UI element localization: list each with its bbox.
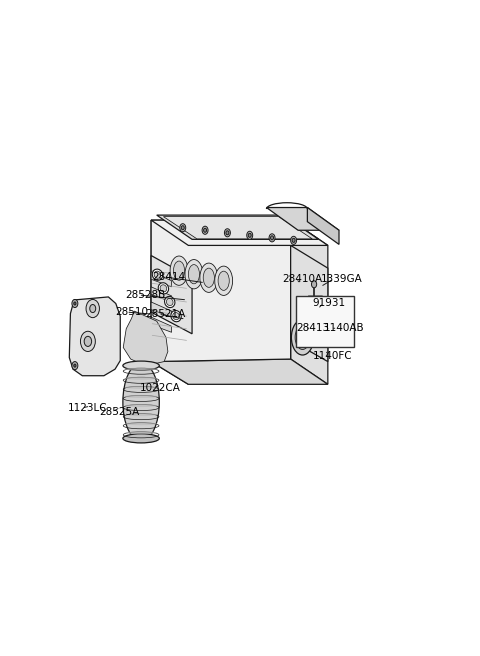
Polygon shape — [151, 272, 172, 287]
Ellipse shape — [125, 404, 157, 407]
Circle shape — [72, 361, 78, 370]
Text: 1022CA: 1022CA — [140, 383, 181, 393]
Text: 28510: 28510 — [115, 307, 148, 317]
Circle shape — [74, 302, 76, 305]
Ellipse shape — [188, 264, 200, 284]
Text: 1140FC: 1140FC — [313, 350, 353, 361]
Ellipse shape — [125, 422, 157, 425]
Ellipse shape — [158, 283, 168, 294]
Circle shape — [225, 229, 230, 237]
Polygon shape — [151, 220, 328, 245]
Ellipse shape — [125, 431, 157, 434]
Text: 28413: 28413 — [297, 323, 330, 333]
Polygon shape — [123, 311, 168, 365]
Ellipse shape — [160, 285, 167, 292]
Polygon shape — [307, 207, 339, 245]
Ellipse shape — [125, 367, 157, 371]
Circle shape — [84, 337, 92, 346]
Circle shape — [271, 236, 274, 240]
Polygon shape — [69, 297, 120, 376]
Polygon shape — [290, 245, 328, 361]
Polygon shape — [328, 300, 344, 319]
Bar — [296, 296, 354, 348]
Ellipse shape — [171, 310, 181, 321]
Circle shape — [72, 299, 78, 308]
Text: 28521A: 28521A — [145, 309, 185, 319]
Polygon shape — [151, 255, 192, 334]
Circle shape — [81, 331, 96, 352]
Ellipse shape — [154, 271, 161, 278]
Ellipse shape — [173, 312, 180, 319]
Polygon shape — [151, 317, 172, 333]
Circle shape — [269, 234, 275, 242]
Ellipse shape — [125, 413, 157, 416]
Polygon shape — [156, 215, 319, 239]
Polygon shape — [151, 287, 172, 302]
Circle shape — [335, 305, 341, 313]
Ellipse shape — [125, 395, 157, 398]
Circle shape — [226, 231, 229, 235]
Polygon shape — [151, 220, 188, 384]
Circle shape — [181, 226, 184, 230]
Circle shape — [180, 224, 186, 232]
Circle shape — [74, 364, 76, 367]
Circle shape — [86, 299, 99, 318]
Ellipse shape — [173, 261, 185, 280]
Polygon shape — [151, 359, 328, 384]
Text: 28410A: 28410A — [282, 274, 323, 284]
Ellipse shape — [152, 269, 163, 280]
Ellipse shape — [218, 271, 229, 291]
Circle shape — [204, 228, 206, 232]
Ellipse shape — [123, 363, 159, 441]
Polygon shape — [290, 220, 328, 384]
Circle shape — [202, 226, 208, 234]
Ellipse shape — [185, 260, 203, 289]
Circle shape — [292, 238, 295, 242]
Text: 1140AB: 1140AB — [324, 323, 365, 333]
Ellipse shape — [167, 298, 173, 306]
Circle shape — [337, 308, 339, 310]
Polygon shape — [151, 220, 290, 361]
Ellipse shape — [203, 268, 215, 287]
Circle shape — [312, 281, 317, 288]
Ellipse shape — [125, 386, 157, 389]
Ellipse shape — [170, 256, 188, 285]
Circle shape — [247, 232, 252, 239]
Ellipse shape — [295, 325, 310, 350]
Text: 1339GA: 1339GA — [321, 274, 362, 284]
Text: 28528B: 28528B — [125, 290, 165, 300]
Polygon shape — [151, 302, 172, 317]
Text: 28414: 28414 — [152, 272, 185, 281]
Polygon shape — [163, 216, 312, 239]
Ellipse shape — [165, 297, 175, 308]
Polygon shape — [266, 207, 339, 230]
Text: 1123LC: 1123LC — [68, 403, 108, 413]
Text: 28525A: 28525A — [99, 407, 139, 417]
Ellipse shape — [123, 361, 159, 370]
Ellipse shape — [123, 434, 159, 443]
Text: 91931: 91931 — [312, 298, 345, 308]
Ellipse shape — [291, 319, 314, 355]
Circle shape — [290, 236, 297, 245]
Polygon shape — [305, 296, 326, 319]
Bar — [296, 296, 354, 348]
Ellipse shape — [200, 263, 218, 293]
Circle shape — [248, 234, 251, 237]
Ellipse shape — [125, 377, 157, 380]
Circle shape — [90, 304, 96, 313]
Ellipse shape — [215, 266, 233, 295]
